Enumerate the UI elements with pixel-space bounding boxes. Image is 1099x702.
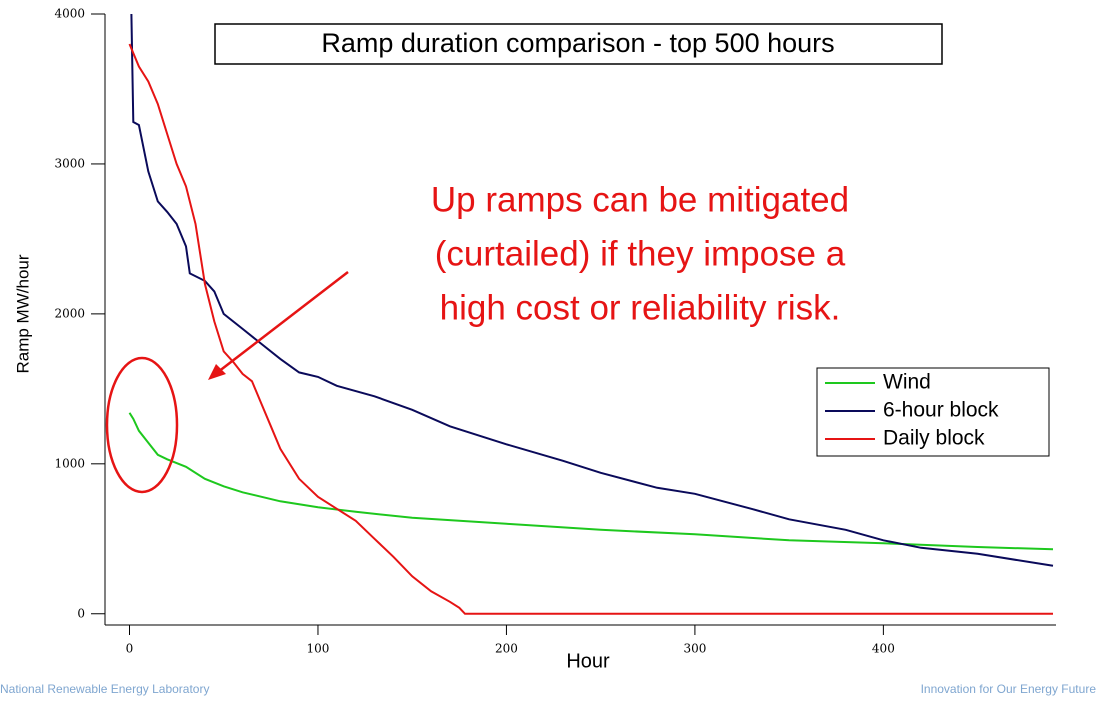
annotation: high cost or reliability risk.: [440, 288, 841, 327]
legend-label: 6-hour block: [883, 399, 999, 422]
y-tick-label: 3000: [54, 156, 85, 170]
annotation: (curtailed) if they impose a: [435, 234, 846, 273]
footer-left: National Renewable Energy Laboratory: [0, 682, 209, 696]
x-axis-label: Hour: [566, 650, 610, 672]
arrow-head: [208, 364, 226, 380]
title-box: [214, 23, 943, 65]
x-tick-label: 200: [495, 642, 518, 656]
x-tick-label: 400: [872, 642, 895, 656]
chart-title: Ramp duration comparison - top 500 hours: [321, 28, 834, 58]
y-tick-label: 1000: [54, 456, 85, 470]
data-line: [130, 13, 1054, 567]
y-axis-label: Ramp MW/hour: [13, 254, 32, 373]
y-tick-label: 4000: [54, 7, 85, 21]
plot-area: 0 1000 2000 3000 4000 0 100 200 300 400: [54, 7, 1056, 656]
x-tick-label: 100: [307, 642, 330, 656]
highlight-ellipse: [105, 356, 179, 494]
footer-right: Innovation for Our Energy Future: [921, 682, 1097, 696]
legend-label: Wind: [883, 371, 931, 394]
arrow: [217, 271, 349, 373]
y-tick-label: 0: [77, 606, 85, 620]
legend-label: Daily block: [883, 427, 985, 450]
annotation: Up ramps can be mitigated: [431, 180, 849, 219]
y-tick-label: 2000: [54, 306, 85, 320]
x-tick-label: 300: [683, 642, 706, 656]
data-line: [128, 412, 1054, 551]
data-line: [128, 43, 1053, 615]
x-tick-label: 0: [126, 642, 134, 656]
